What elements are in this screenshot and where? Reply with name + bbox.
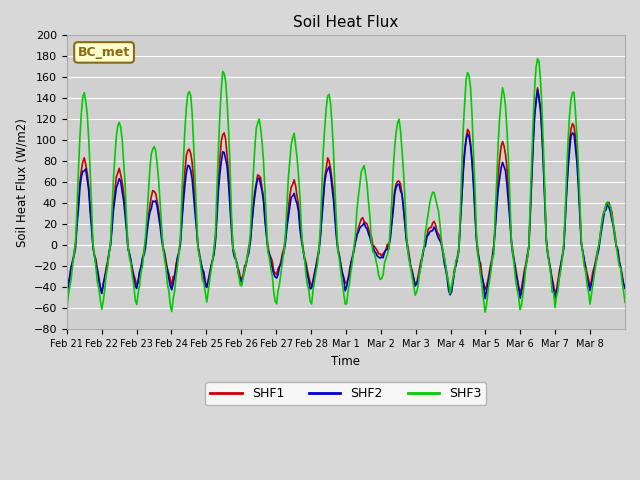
SHF1: [620, 281, 627, 287]
SHF3: [461, 100, 468, 106]
SHF3: [99, 299, 107, 304]
SHF2: [99, 282, 107, 288]
SHF3: [82, 98, 90, 104]
SHF2: [534, 87, 541, 93]
SHF1: [99, 281, 107, 287]
SHF1: [63, 289, 70, 295]
Legend: SHF1, SHF2, SHF3: SHF1, SHF2, SHF3: [205, 383, 486, 406]
SHF3: [547, 271, 554, 276]
SHF2: [461, 150, 468, 156]
SHF2: [63, 292, 70, 298]
Line: SHF2: SHF2: [67, 90, 625, 299]
SHF2: [621, 286, 629, 291]
SHF1: [534, 85, 541, 91]
Line: SHF1: SHF1: [67, 88, 625, 295]
Y-axis label: Soil Heat Flux (W/m2): Soil Heat Flux (W/m2): [15, 118, 28, 247]
SHF1: [350, 246, 358, 252]
SHF1: [551, 292, 559, 298]
SHF3: [481, 309, 489, 315]
Text: BC_met: BC_met: [78, 46, 130, 59]
SHF2: [350, 248, 358, 254]
SHF3: [350, 245, 358, 251]
SHF2: [547, 269, 554, 275]
SHF3: [63, 309, 70, 315]
SHF3: [621, 300, 629, 305]
SHF3: [534, 56, 541, 61]
Title: Soil Heat Flux: Soil Heat Flux: [293, 15, 399, 30]
SHF2: [620, 281, 627, 287]
X-axis label: Time: Time: [332, 355, 360, 368]
SHF2: [82, 166, 90, 172]
SHF1: [461, 147, 468, 153]
SHF2: [481, 296, 489, 301]
SHF3: [620, 288, 627, 294]
SHF1: [621, 285, 629, 291]
SHF1: [82, 161, 90, 167]
Line: SHF3: SHF3: [67, 59, 625, 312]
SHF1: [545, 260, 553, 265]
